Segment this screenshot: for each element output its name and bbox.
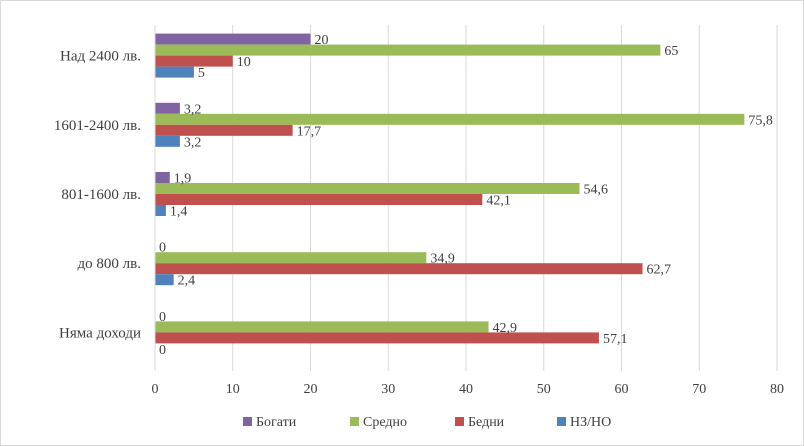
data-label: 20 <box>315 33 329 48</box>
legend-swatch <box>350 417 359 426</box>
bar-Средно <box>155 252 427 264</box>
legend-swatch <box>243 417 252 426</box>
data-label: 54,6 <box>584 183 609 198</box>
legend-swatch <box>455 417 464 426</box>
bar-НЗ/НО <box>155 274 174 286</box>
bar-Богати <box>155 33 311 45</box>
x-tick-label: 0 <box>152 382 159 397</box>
x-tick-label: 30 <box>381 382 395 397</box>
data-label: 34,9 <box>430 252 455 267</box>
x-tick-label: 10 <box>226 382 240 397</box>
data-label: 57,1 <box>603 332 628 347</box>
legend-label: НЗ/НО <box>570 415 611 430</box>
legend-swatch <box>557 417 566 426</box>
category-label: 1601-2400 лв. <box>54 118 141 134</box>
bar-Средно <box>155 44 661 56</box>
data-label: 3,2 <box>184 102 202 117</box>
data-labels: 20 65 10 5 3,2 75,8 17,7 3,2 1,9 54,6 42,1 1,4 0 34,9… <box>159 33 773 358</box>
legend: Богати Средно Бедни НЗ/НО <box>243 415 611 430</box>
bar-Бедни <box>155 124 293 136</box>
bar-НЗ/НО <box>155 205 166 216</box>
x-tick-label: 40 <box>459 382 473 397</box>
bar-Богати <box>155 102 180 114</box>
bar-Средно <box>155 321 489 333</box>
bar-Средно <box>155 113 745 125</box>
category-label: 801-1600 лв. <box>61 187 141 203</box>
bar-Бедни <box>155 332 599 344</box>
bar-НЗ/НО <box>155 135 180 147</box>
data-label: 1,9 <box>174 172 192 187</box>
bars <box>155 33 745 344</box>
bar-Бедни <box>155 194 483 205</box>
data-label: 0 <box>159 241 166 256</box>
data-label: 75,8 <box>748 113 773 128</box>
category-label: Няма доходи <box>59 325 141 341</box>
data-label: 5 <box>198 66 205 81</box>
category-label: Над 2400 лв. <box>60 49 141 65</box>
legend-label: Богати <box>256 415 297 430</box>
legend-label: Бедни <box>468 415 505 430</box>
data-label: 0 <box>159 343 166 358</box>
data-label: 2,4 <box>178 274 196 289</box>
bar-Средно <box>155 183 580 194</box>
data-label: 62,7 <box>646 263 671 278</box>
x-tick-label: 50 <box>537 382 551 397</box>
bar-Бедни <box>155 263 643 275</box>
x-tick-label: 70 <box>692 382 706 397</box>
category-label: до 800 лв. <box>78 256 141 272</box>
x-tick-label: 20 <box>304 382 318 397</box>
x-tick-label: 80 <box>770 382 784 397</box>
x-tick-label: 60 <box>615 382 629 397</box>
data-label: 65 <box>664 44 678 59</box>
data-label: 0 <box>159 310 166 325</box>
data-label: 42,9 <box>493 321 518 336</box>
legend-label: Средно <box>363 415 407 430</box>
data-label: 10 <box>237 55 251 70</box>
data-label: 42,1 <box>486 194 511 209</box>
data-label: 17,7 <box>297 124 322 139</box>
bar-Богати <box>155 172 170 183</box>
data-label: 1,4 <box>170 205 188 220</box>
bar-Бедни <box>155 55 233 67</box>
data-label: 3,2 <box>184 135 202 150</box>
bar-НЗ/НО <box>155 66 194 78</box>
